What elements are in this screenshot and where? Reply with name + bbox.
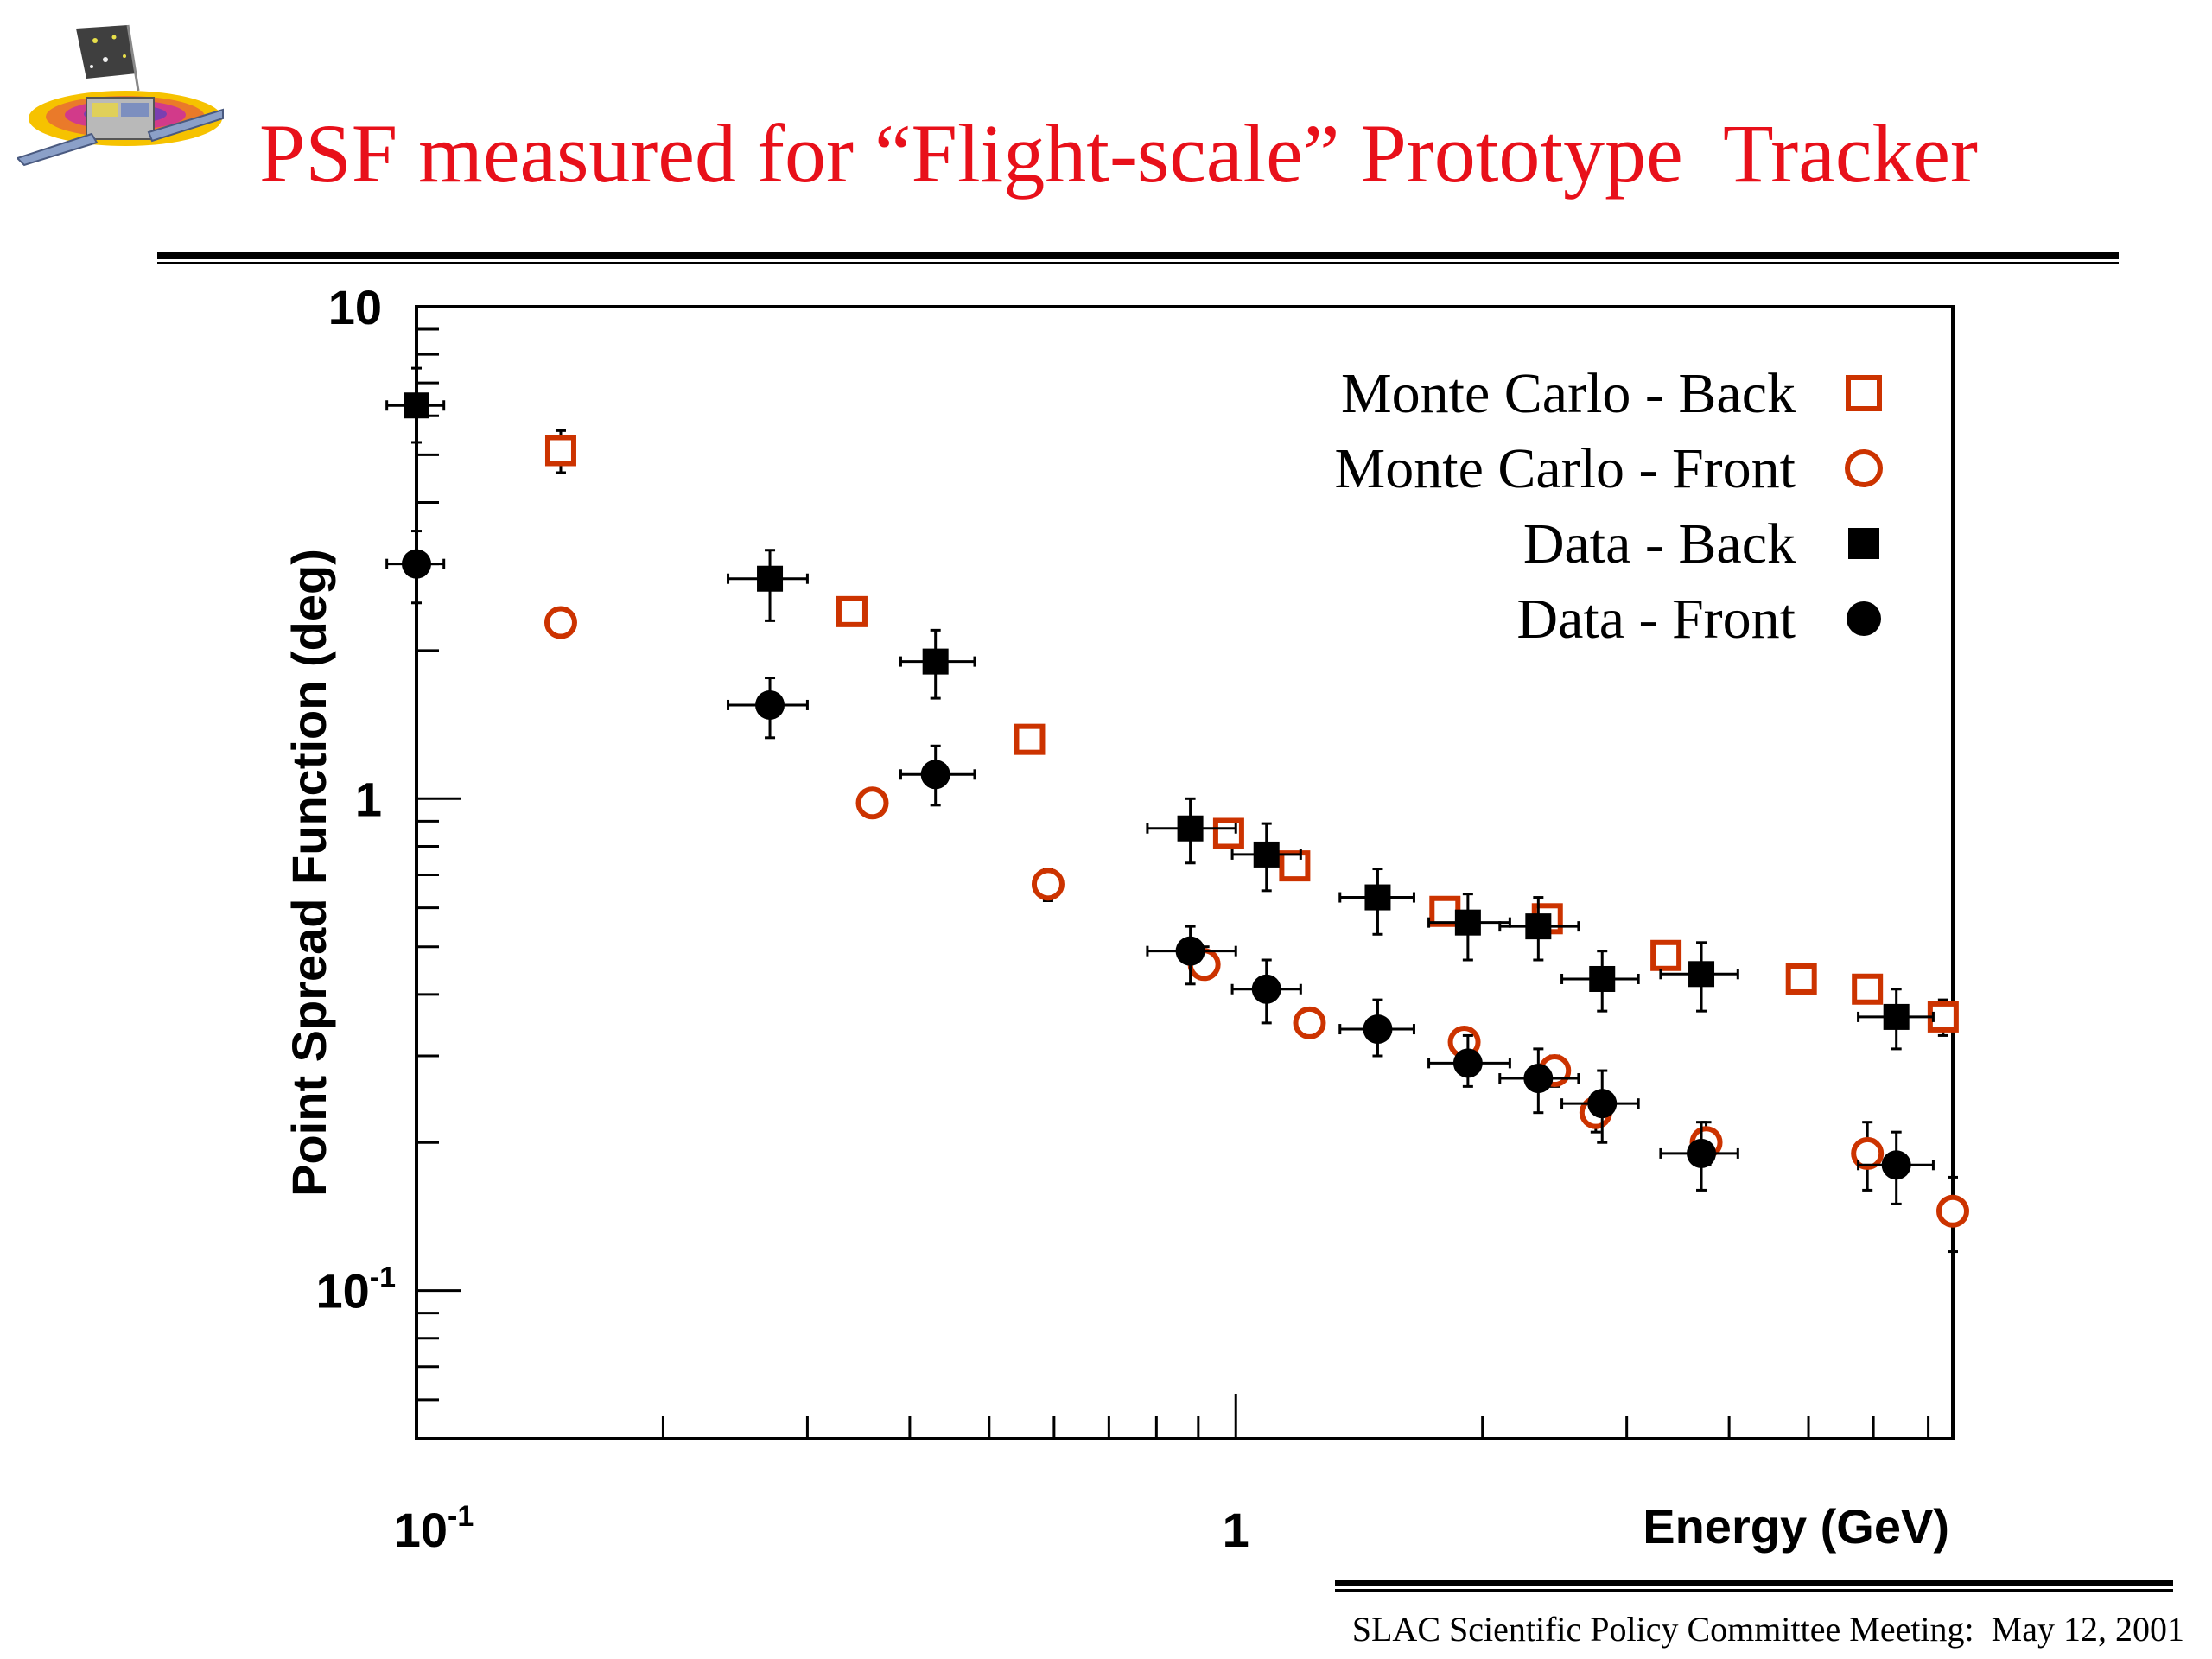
data-point bbox=[1212, 817, 1244, 849]
data-point bbox=[836, 595, 868, 627]
data-point bbox=[1852, 973, 1884, 1005]
y-axis-title: Point Spread Function (deg) bbox=[282, 549, 336, 1197]
data-point bbox=[757, 565, 784, 592]
title-rule-thick bbox=[157, 252, 2119, 259]
data-point bbox=[1279, 850, 1311, 882]
data-point bbox=[1936, 1194, 1969, 1228]
data-point bbox=[543, 606, 577, 639]
axis-ticks bbox=[416, 305, 1930, 1439]
data-point bbox=[1293, 1006, 1326, 1039]
x-tick-label: 10-1 bbox=[394, 1500, 474, 1557]
legend-marker bbox=[1847, 601, 1881, 636]
data-point bbox=[1429, 895, 1461, 927]
axis-tick-labels: 10 1 10-1 10-1 1 bbox=[315, 280, 1249, 1557]
data-point bbox=[1031, 868, 1065, 901]
legend-label: Monte Carlo - Front bbox=[1335, 437, 1796, 500]
data-point bbox=[1253, 841, 1280, 868]
data-point bbox=[1688, 961, 1715, 988]
legend-marker bbox=[1848, 528, 1879, 559]
satellite-logo bbox=[17, 24, 224, 167]
data-point bbox=[1589, 965, 1616, 992]
footer-text: SLAC Scientific Policy Committee Meeting… bbox=[1351, 1610, 2184, 1649]
y-tick-label: 1 bbox=[355, 772, 382, 826]
data-point bbox=[920, 760, 950, 790]
data-point bbox=[855, 786, 889, 820]
footer-rule-thin bbox=[1335, 1589, 2173, 1592]
data-point bbox=[1014, 723, 1046, 755]
legend-label: Data - Front bbox=[1516, 588, 1796, 651]
data-point bbox=[1881, 1150, 1911, 1180]
title-rule-thin bbox=[157, 262, 2119, 264]
data-point bbox=[1454, 909, 1481, 936]
data-point bbox=[1687, 1138, 1717, 1168]
data-point bbox=[922, 648, 949, 675]
data-point bbox=[1851, 1136, 1885, 1170]
legend-marker bbox=[1845, 449, 1883, 487]
x-tick-label: 1 bbox=[1223, 1503, 1249, 1557]
data-point bbox=[1364, 884, 1391, 911]
legend-marker bbox=[1846, 375, 1882, 411]
data-point bbox=[1525, 913, 1552, 940]
series-data-back bbox=[385, 366, 1935, 1051]
data-point bbox=[1650, 939, 1682, 971]
data-point bbox=[1452, 1048, 1483, 1078]
data-point bbox=[1927, 1001, 1959, 1033]
legend: Monte Carlo - Back Monte Carlo - Front Dat… bbox=[1335, 362, 1883, 651]
data-point bbox=[755, 690, 785, 720]
y-tick-label: 10-1 bbox=[315, 1262, 396, 1319]
legend-label: Data - Back bbox=[1523, 512, 1796, 575]
legend-label: Monte Carlo - Back bbox=[1341, 362, 1796, 425]
footer-rule-thick bbox=[1335, 1580, 2173, 1586]
x-axis-title: Energy (GeV) bbox=[1643, 1499, 1949, 1554]
data-point bbox=[1363, 1014, 1393, 1045]
data-point bbox=[1177, 815, 1204, 842]
y-tick-label: 10 bbox=[328, 280, 382, 334]
data-point bbox=[544, 435, 576, 467]
data-point bbox=[404, 392, 429, 419]
data-points bbox=[385, 366, 1969, 1254]
data-point bbox=[402, 549, 431, 579]
data-point bbox=[1883, 1003, 1910, 1030]
series-data-front bbox=[385, 530, 1935, 1205]
plot-frame bbox=[415, 305, 1955, 1440]
slide-title: PSF measured for “Flight-scale” Prototyp… bbox=[259, 107, 1978, 200]
data-point bbox=[1175, 936, 1205, 966]
data-point bbox=[1251, 974, 1281, 1004]
data-point bbox=[1587, 1089, 1618, 1119]
data-point bbox=[1785, 963, 1817, 995]
data-point bbox=[1523, 1064, 1554, 1094]
